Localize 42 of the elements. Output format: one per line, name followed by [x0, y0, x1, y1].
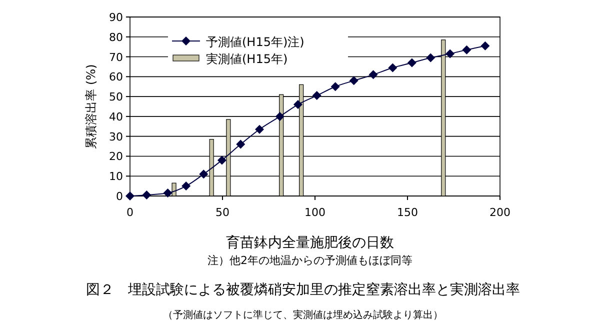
point	[142, 190, 152, 200]
x-tick-label: 100	[304, 206, 326, 219]
point	[349, 76, 358, 86]
y-tick-label: 10	[109, 170, 123, 184]
point	[255, 124, 264, 134]
y-tick-label: 30	[109, 130, 123, 144]
point	[426, 53, 436, 62]
point	[368, 70, 378, 80]
point	[126, 192, 134, 200]
point	[330, 82, 340, 92]
point	[163, 188, 172, 198]
point	[388, 63, 398, 72]
point	[182, 182, 191, 191]
text: 図２ 埋設試験による被覆燐硝安加里の推定窒素溶出率と実測溶出率	[86, 282, 520, 298]
y-axis-title: 累積溶出率 (%)	[84, 64, 98, 149]
point	[480, 41, 490, 50]
x-tick-label: 50	[216, 206, 230, 219]
y-tick-label: 90	[109, 11, 123, 24]
point	[446, 49, 455, 58]
y-tick-label: 20	[109, 150, 123, 164]
x-tick-label: 150	[397, 206, 418, 219]
point	[293, 100, 302, 110]
text: 注）他2年の地温からの予測値もほぼ同等	[208, 254, 412, 267]
y-tick-label: 70	[109, 50, 123, 64]
point	[236, 140, 246, 149]
y-tick-label: 80	[109, 30, 123, 44]
legend-label: 実測値(H15年)	[206, 52, 288, 66]
y-tick-label: 40	[109, 110, 123, 124]
y-tick-label: 60	[109, 70, 123, 84]
y-tick-label: 0	[116, 190, 123, 203]
point	[217, 156, 226, 165]
x-tick-label: 0	[126, 206, 134, 219]
x-tick-label: 200	[490, 206, 510, 219]
legend-label: 予測値(H15年)注)	[206, 35, 304, 49]
point	[407, 58, 416, 68]
y-tick-label: 50	[109, 90, 123, 104]
point	[462, 45, 472, 54]
x-axis-title: 育苗鉢内全量施肥後の日数	[226, 234, 394, 251]
text: （予測値はソフトに準じて、実測値は埋め込み試験より算出）	[163, 309, 443, 321]
point	[275, 112, 284, 121]
point	[312, 91, 322, 100]
point	[199, 170, 208, 179]
